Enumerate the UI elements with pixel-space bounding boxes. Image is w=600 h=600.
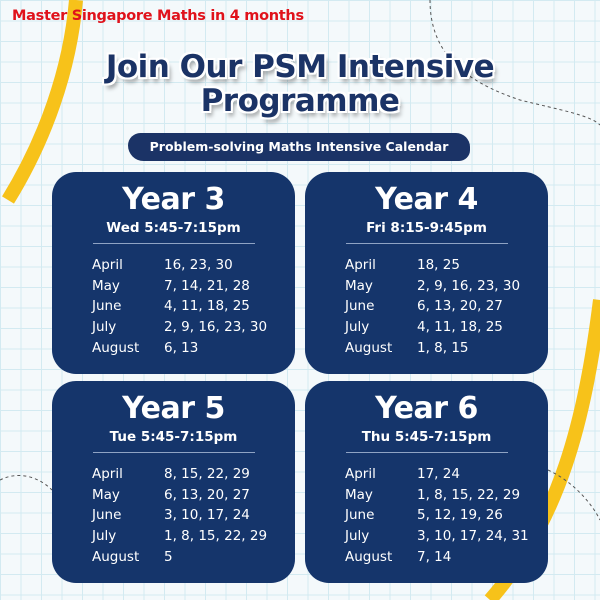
month: May — [345, 277, 373, 294]
dates: 17, 24 — [417, 466, 460, 482]
month: July — [345, 319, 370, 336]
divider — [93, 243, 255, 244]
date-list: April 18, 25 May 2, 9, 16, 23, 30 June 6, 13,… — [345, 257, 520, 360]
date-row: August 5 — [92, 549, 267, 570]
month: May — [345, 486, 373, 503]
month: April — [345, 466, 376, 482]
month: July — [345, 528, 370, 545]
date-row: June 5, 12, 19, 26 — [345, 507, 529, 528]
divider — [346, 243, 508, 244]
dates: 3, 10, 17, 24, 31 — [417, 528, 529, 545]
date-row: August 7, 14 — [345, 549, 529, 570]
month: May — [92, 486, 120, 503]
date-row: April 17, 24 — [345, 466, 529, 487]
card-year: Year 5 — [122, 391, 225, 426]
month: June — [345, 507, 375, 524]
date-row: August 6, 13 — [92, 340, 267, 361]
dates: 4, 11, 18, 25 — [164, 298, 250, 315]
dates: 4, 11, 18, 25 — [417, 319, 503, 336]
month: June — [92, 298, 122, 315]
month: August — [345, 339, 393, 356]
date-row: May 7, 14, 21, 28 — [92, 278, 267, 299]
date-list: April 8, 15, 22, 29 May 6, 13, 20, 27 June 3,… — [92, 466, 267, 569]
month: April — [92, 257, 123, 273]
date-row: June 4, 11, 18, 25 — [92, 298, 267, 319]
month: August — [92, 339, 140, 356]
date-row: May 6, 13, 20, 27 — [92, 487, 267, 508]
month: August — [345, 548, 393, 565]
month: May — [92, 277, 120, 294]
date-row: June 3, 10, 17, 24 — [92, 507, 267, 528]
date-row: May 2, 9, 16, 23, 30 — [345, 278, 520, 299]
date-row: April 8, 15, 22, 29 — [92, 466, 267, 487]
month: June — [92, 507, 122, 524]
date-row: April 16, 23, 30 — [92, 257, 267, 278]
card-time: Thu 5:45-7:15pm — [361, 429, 492, 445]
dates: 5, 12, 19, 26 — [417, 507, 503, 524]
card-time: Wed 5:45-7:15pm — [106, 220, 241, 236]
subtitle-banner: Problem-solving Maths Intensive Calendar — [128, 133, 470, 161]
month: July — [92, 528, 117, 545]
card-time: Fri 8:15-9:45pm — [366, 220, 487, 236]
dates: 18, 25 — [417, 257, 460, 273]
dates: 6, 13 — [164, 339, 199, 356]
dates: 7, 14, 21, 28 — [164, 277, 250, 294]
schedule-card-year-4: Year 4 Fri 8:15-9:45pm April 18, 25 May 2, … — [305, 172, 548, 374]
card-time: Tue 5:45-7:15pm — [109, 429, 238, 445]
schedule-card-year-3: Year 3 Wed 5:45-7:15pm April 16, 23, 30 Ma… — [52, 172, 295, 374]
date-row: May 1, 8, 15, 22, 29 — [345, 487, 529, 508]
dates: 3, 10, 17, 24 — [164, 507, 250, 524]
card-year: Year 4 — [375, 182, 478, 217]
dates: 2, 9, 16, 23, 30 — [417, 277, 521, 294]
date-row: July 1, 8, 15, 22, 29 — [92, 528, 267, 549]
date-list: April 17, 24 May 1, 8, 15, 22, 29 June 5, 12,… — [345, 466, 529, 569]
dates: 7, 14 — [417, 548, 452, 565]
month: April — [92, 466, 123, 482]
month: April — [345, 257, 376, 273]
schedule-card-year-6: Year 6 Thu 5:45-7:15pm April 17, 24 May 1, … — [305, 381, 548, 583]
date-row: July 2, 9, 16, 23, 30 — [92, 319, 267, 340]
month: August — [92, 548, 140, 565]
dates: 1, 8, 15, 22, 29 — [417, 486, 521, 503]
date-list: April 16, 23, 30 May 7, 14, 21, 28 June 4, 11… — [92, 257, 267, 360]
month: July — [92, 319, 117, 336]
date-row: August 1, 8, 15 — [345, 340, 520, 361]
card-year: Year 6 — [375, 391, 478, 426]
dates: 16, 23, 30 — [164, 257, 233, 273]
date-row: April 18, 25 — [345, 257, 520, 278]
dates: 6, 13, 20, 27 — [164, 486, 250, 503]
dates: 1, 8, 15 — [417, 339, 469, 356]
title-line-1: Join Our PSM Intensive — [105, 49, 495, 85]
dates: 6, 13, 20, 27 — [417, 298, 503, 315]
dates: 5 — [164, 548, 173, 565]
dates: 8, 15, 22, 29 — [164, 466, 250, 482]
date-row: July 3, 10, 17, 24, 31 — [345, 528, 529, 549]
tagline: Master Singapore Maths in 4 months — [12, 8, 304, 24]
month: June — [345, 298, 375, 315]
title-line-2: Programme — [200, 83, 400, 119]
card-year: Year 3 — [122, 182, 225, 217]
page-title: Join Our PSM Intensive Programme — [0, 50, 600, 118]
dates: 2, 9, 16, 23, 30 — [164, 319, 268, 336]
divider — [93, 452, 255, 453]
schedule-card-year-5: Year 5 Tue 5:45-7:15pm April 8, 15, 22, 2… — [52, 381, 295, 583]
divider — [346, 452, 508, 453]
dates: 1, 8, 15, 22, 29 — [164, 528, 268, 545]
date-row: June 6, 13, 20, 27 — [345, 298, 520, 319]
date-row: July 4, 11, 18, 25 — [345, 319, 520, 340]
